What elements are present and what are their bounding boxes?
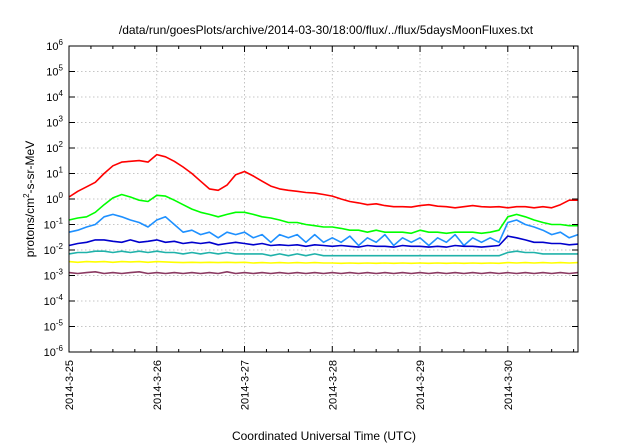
x-tick-label: 2014-3-30 [503, 360, 515, 410]
y-tick-label: 10-1 [44, 217, 64, 232]
y-tick-label: 103 [46, 115, 63, 130]
y-tick-exponent: 2 [59, 140, 64, 149]
y-tick-base: 10 [46, 169, 58, 181]
series-line-7 [68, 270, 579, 275]
y-tick-exponent: 5 [59, 64, 64, 73]
y-tick-exponent: 3 [59, 115, 64, 124]
x-axis-label: Coordinated Universal Time (UTC) [232, 429, 416, 443]
x-tick-label: 2014-3-29 [415, 360, 427, 410]
y-axis-label-sup: 2 [22, 193, 31, 198]
y-tick-exponent: -6 [56, 344, 64, 353]
y-tick-base: 10 [44, 220, 56, 232]
series-line-4 [68, 235, 579, 248]
series-line-3 [68, 213, 579, 247]
y-tick-exponent: 4 [59, 89, 64, 98]
series-line-6 [68, 260, 579, 265]
y-tick-label: 10-6 [44, 344, 64, 359]
y-tick-label: 101 [46, 166, 63, 181]
y-tick-base: 10 [46, 118, 58, 130]
y-tick-base: 10 [46, 143, 58, 155]
y-tick-base: 10 [44, 245, 56, 257]
series-line-2 [68, 193, 578, 235]
grid-lines [69, 46, 578, 352]
y-tick-exponent: -1 [56, 217, 64, 226]
y-tick-exponent: -2 [56, 242, 64, 251]
y-tick-base: 10 [46, 194, 58, 206]
y-tick-label: 100 [46, 191, 63, 206]
y-tick-base: 10 [44, 271, 56, 283]
y-axis-label-post: -s-sr-MeV [23, 141, 37, 194]
y-tick-base: 10 [44, 322, 56, 334]
x-tick-label: 2014-3-25 [64, 360, 76, 410]
series-layer [68, 153, 579, 275]
chart-title: /data/run/goesPlots/archive/2014-03-30/1… [119, 23, 534, 37]
series-line-5 [68, 250, 578, 257]
y-tick-label: 105 [46, 64, 63, 79]
y-tick-base: 10 [46, 92, 58, 104]
y-tick-base: 10 [44, 296, 56, 308]
y-axis-label-pre: protons/cm [23, 198, 37, 257]
y-tick-exponent: -3 [56, 268, 64, 277]
y-tick-label: 102 [46, 140, 63, 155]
y-tick-base: 10 [46, 67, 58, 79]
y-tick-exponent: 6 [59, 38, 64, 47]
y-tick-label: 106 [46, 38, 63, 53]
x-tick-label: 2014-3-27 [240, 360, 252, 410]
y-tick-label: 10-3 [44, 268, 64, 283]
series-line-1 [68, 153, 578, 209]
y-tick-label: 10-4 [44, 293, 64, 308]
x-tick-label: 2014-3-26 [152, 360, 164, 410]
y-tick-label: 10-2 [44, 242, 64, 257]
y-tick-exponent: -4 [56, 293, 64, 302]
y-axis-ticks: 10-610-510-410-310-210-11001011021031041… [44, 38, 578, 359]
y-tick-label: 104 [46, 89, 63, 104]
x-axis-ticks: 2014-3-25 2014-3-26 2014-3-27 2014-3-28 2014… [64, 46, 575, 410]
y-tick-exponent: -5 [56, 319, 64, 328]
y-tick-base: 10 [46, 41, 58, 53]
y-tick-base: 10 [44, 347, 56, 359]
y-tick-label: 10-5 [44, 319, 64, 334]
plot-frame [68, 45, 579, 353]
y-tick-exponent: 0 [59, 191, 64, 200]
y-tick-exponent: 1 [59, 166, 64, 175]
y-axis-label: protons/cm2-s-sr-MeV [22, 141, 37, 257]
x-tick-label: 2014-3-28 [327, 360, 339, 410]
